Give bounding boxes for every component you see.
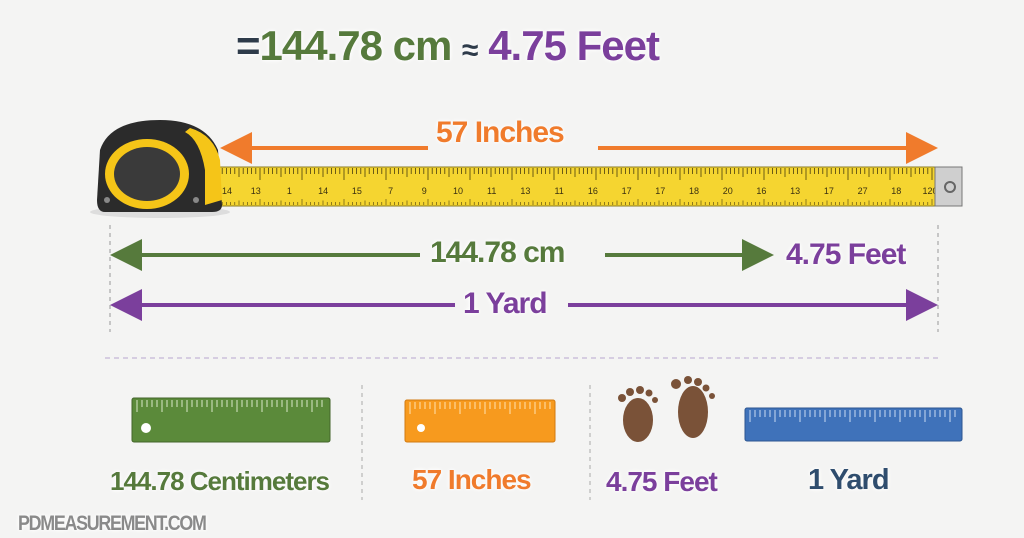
equals-sign: = bbox=[236, 22, 261, 69]
tape-tick-label: 14 bbox=[222, 186, 232, 196]
tape-ticks: 14 13 1 14 15 7 9 10 11 13 11 16 17 17 18 20 16 13 17 27 18 1… bbox=[217, 168, 938, 205]
tape-hook-icon bbox=[944, 181, 956, 193]
tape-tick-label: 15 bbox=[352, 186, 362, 196]
tape-tick-label: 13 bbox=[520, 186, 530, 196]
orange-ruler-icon bbox=[404, 399, 556, 443]
tape-tick-label: 14 bbox=[318, 186, 328, 196]
tape-tick-label: 16 bbox=[588, 186, 598, 196]
tape-tick-label: 11 bbox=[554, 186, 563, 196]
tape-inches-label: 57 Inches bbox=[436, 116, 565, 149]
green-ruler-icon bbox=[131, 397, 331, 443]
tape-tick-label: 17 bbox=[622, 186, 632, 196]
footprints-icon bbox=[618, 376, 715, 442]
bottom-cm-label: 144.78 Centimeters bbox=[110, 466, 330, 496]
tape-tick-label: 13 bbox=[790, 186, 800, 196]
tape-tick-label: 18 bbox=[689, 186, 699, 196]
cm-label: 144.78 cm bbox=[430, 236, 565, 269]
yard-label: 1 Yard bbox=[463, 287, 548, 320]
tape-blade: 14 13 1 14 15 7 9 10 11 13 11 16 17 17 18 20 16 13 17 27 18 1… bbox=[214, 166, 963, 207]
tape-tick-label: 20 bbox=[723, 186, 733, 196]
headline: =144.78 cm ≈ 4.75 Feet bbox=[236, 22, 660, 70]
tape-measure-case-icon bbox=[90, 120, 230, 218]
tape-tick-label: 17 bbox=[655, 186, 665, 196]
tape-tick-label: 7 bbox=[388, 186, 393, 196]
tape-tick-label: 18 bbox=[891, 186, 901, 196]
tape-tick-label: 27 bbox=[858, 186, 868, 196]
headline-feet: 4.75 Feet bbox=[488, 22, 660, 69]
headline-cm: 144.78 cm bbox=[259, 22, 453, 69]
tape-tick-label: 120 bbox=[922, 186, 937, 196]
bottom-yard-label: 1 Yard bbox=[808, 464, 890, 496]
feet-label: 4.75 Feet bbox=[786, 238, 906, 271]
tape-tick-label: 17 bbox=[824, 186, 834, 196]
bottom-feet-label: 4.75 Feet bbox=[606, 466, 718, 497]
approx-sign: ≈ bbox=[462, 34, 479, 67]
tape-tick-label: 16 bbox=[756, 186, 766, 196]
tape-tick-label: 13 bbox=[251, 186, 261, 196]
bottom-inches-label: 57 Inches bbox=[412, 464, 532, 495]
tape-tick-label: 1 bbox=[287, 186, 292, 196]
tape-tick-label: 9 bbox=[422, 186, 427, 196]
tape-tick-label: 11 bbox=[487, 186, 496, 196]
tape-tick-label: 10 bbox=[453, 186, 463, 196]
blue-ruler-icon bbox=[744, 407, 963, 442]
watermark: PDMEASUREMENT.COM bbox=[18, 512, 207, 535]
